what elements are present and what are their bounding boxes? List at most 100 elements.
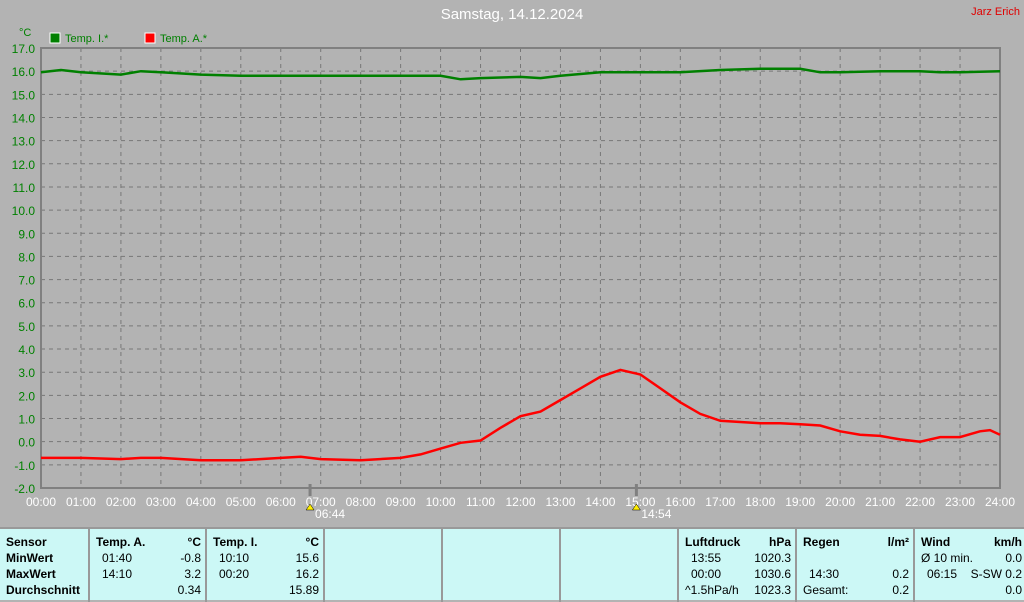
temp-a-max: 3.2: [184, 567, 201, 581]
col-regen: Regen l/m² 14:30 0.2 Gesamt: 0.2: [795, 529, 913, 602]
x-tick-label: 18:00: [745, 495, 775, 509]
col-temp-a: Temp. A. °C 01:40 -0.8 14:10 3.2 0.34: [88, 529, 205, 602]
x-tick-label: 06:00: [266, 495, 296, 509]
x-tick-label: 03:00: [146, 495, 176, 509]
wind-max: S-SW 0.2: [970, 567, 1022, 581]
legend-label-temp-a: Temp. A.*: [160, 33, 208, 45]
y-tick-label: 6.0: [18, 297, 35, 311]
wind-header: Wind: [921, 535, 951, 549]
col-sensor: Sensor MinWert MaxWert Durchschnitt: [0, 529, 90, 602]
plot-frame: [40, 47, 1001, 489]
wind-avg: 0.0: [1005, 551, 1022, 565]
x-tick-label: 10:00: [426, 495, 456, 509]
temp-a-header: Temp. A.: [96, 535, 146, 549]
empty-col-2: [441, 529, 559, 602]
x-tick-label: 01:00: [66, 495, 96, 509]
temp-i-header: Temp. I.: [213, 535, 258, 549]
x-tick-label: 20:00: [825, 495, 855, 509]
y-tick-label: 5.0: [18, 320, 35, 334]
legend-swatch-temp-a: [144, 32, 156, 44]
author-label: Jarz Erich: [971, 6, 1020, 18]
x-tick-label: 04:00: [186, 495, 216, 509]
x-tick-label: 17:00: [705, 495, 735, 509]
y-tick-label: 15.0: [12, 88, 36, 102]
x-tick-label: 05:00: [226, 495, 256, 509]
col-wind: Wind km/h Ø 10 min. 0.0 06:15 S-SW 0.2 0.0: [913, 529, 1024, 602]
wind-avg-label: Ø 10 min.: [921, 551, 974, 565]
luftdruck-trend: ^1.5hPa/h: [685, 583, 739, 597]
y-tick-label: 12.0: [12, 158, 36, 172]
x-tick-label: 19:00: [785, 495, 815, 509]
temp-i-max-time: 00:20: [219, 567, 250, 581]
x-tick-label: 12:00: [505, 495, 535, 509]
y-unit-label: °C: [19, 27, 31, 39]
sunrise-sun-icon: [305, 503, 315, 511]
sunset-time: 14:54: [641, 507, 671, 521]
legend: Temp. I.* Temp. A.*: [49, 32, 208, 45]
y-tick-label: 13.0: [12, 135, 36, 149]
luftdruck-max-time: 00:00: [691, 567, 722, 581]
wind-unit: km/h: [993, 535, 1022, 549]
x-tick-label: 15:00: [625, 495, 655, 509]
stats-panel: Sensor MinWert MaxWert Durchschnitt Temp…: [0, 527, 1024, 602]
legend-label-temp-i: Temp. I.*: [65, 33, 109, 45]
temp-i-min: 15.6: [295, 551, 319, 565]
y-tick-label: 8.0: [18, 250, 35, 264]
empty-col-1: [323, 529, 441, 602]
series-line-temp-i: [40, 67, 1001, 81]
x-tick-label: 21:00: [865, 495, 895, 509]
x-tick-label: 24:00: [985, 495, 1015, 509]
empty-col-3: [559, 529, 677, 602]
luftdruck-min-time: 13:55: [691, 551, 722, 565]
temp-a-avg: 0.34: [177, 583, 201, 597]
x-tick-label: 11:00: [466, 495, 495, 509]
x-tick-label: 23:00: [945, 495, 975, 509]
wind-max-time: 06:15: [927, 567, 958, 581]
y-tick-label: 1.0: [18, 413, 35, 427]
x-tick-label: 07:00: [306, 495, 336, 509]
luftdruck-header: Luftdruck: [685, 535, 741, 549]
temperature-chart: °C Temp. I.* Temp. A.* 17.0 16.0 15.0 14.0 1…: [12, 27, 1016, 521]
sensor-header: Sensor: [6, 535, 47, 549]
regen-total-label: Gesamt:: [803, 583, 849, 597]
chart-title: Samstag, 14.12.2024: [440, 6, 584, 23]
row-label-min: MinWert: [6, 551, 54, 565]
x-tick-label: 14:00: [585, 495, 615, 509]
y-tick-label: 11.0: [13, 181, 36, 195]
luftdruck-unit: hPa: [768, 535, 791, 549]
regen-header: Regen: [803, 535, 840, 549]
x-tick-label: 16:00: [665, 495, 695, 509]
wind-last: 0.0: [1005, 583, 1022, 597]
col-temp-i: Temp. I. °C 10:10 15.6 00:20 16.2 15.89: [205, 529, 323, 602]
temp-a-min: -0.8: [180, 551, 201, 565]
luftdruck-min: 1020.3: [754, 551, 791, 565]
y-tick-label: 7.0: [18, 274, 35, 288]
temp-i-unit: °C: [305, 535, 319, 549]
regen-max-time: 14:30: [809, 567, 840, 581]
series-line-temp-a: [41, 368, 1001, 462]
x-tick-label: 08:00: [346, 495, 376, 509]
regen-max: 0.2: [892, 567, 909, 581]
regen-unit: l/m²: [887, 535, 909, 549]
temp-a-min-time: 01:40: [102, 551, 133, 565]
temp-a-max-time: 14:10: [102, 567, 133, 581]
row-label-max: MaxWert: [6, 567, 56, 581]
y-tick-label: 16.0: [12, 65, 36, 79]
luftdruck-max: 1030.6: [754, 567, 791, 581]
y-tick-label: 4.0: [18, 343, 35, 357]
col-luftdruck: Luftdruck hPa 13:55 1020.3 00:00 1030.6 ^1.…: [677, 529, 795, 602]
y-tick-label: -1.0: [14, 459, 35, 473]
y-tick-label: 17.0: [12, 42, 36, 56]
x-tick-label: 22:00: [905, 495, 935, 509]
y-tick-label: 9.0: [18, 227, 35, 241]
y-tick-label: 2.0: [18, 389, 35, 403]
sunrise-time: 06:44: [315, 507, 345, 521]
temp-a-unit: °C: [187, 535, 201, 549]
x-tick-label: 13:00: [545, 495, 575, 509]
x-tick-label: 00:00: [26, 495, 56, 509]
sunset-sun-icon: [631, 503, 641, 511]
row-label-avg: Durchschnitt: [6, 583, 81, 597]
y-tick-label: 3.0: [18, 366, 35, 380]
y-tick-label: 0.0: [18, 436, 35, 450]
y-tick-label: 10.0: [12, 204, 36, 218]
